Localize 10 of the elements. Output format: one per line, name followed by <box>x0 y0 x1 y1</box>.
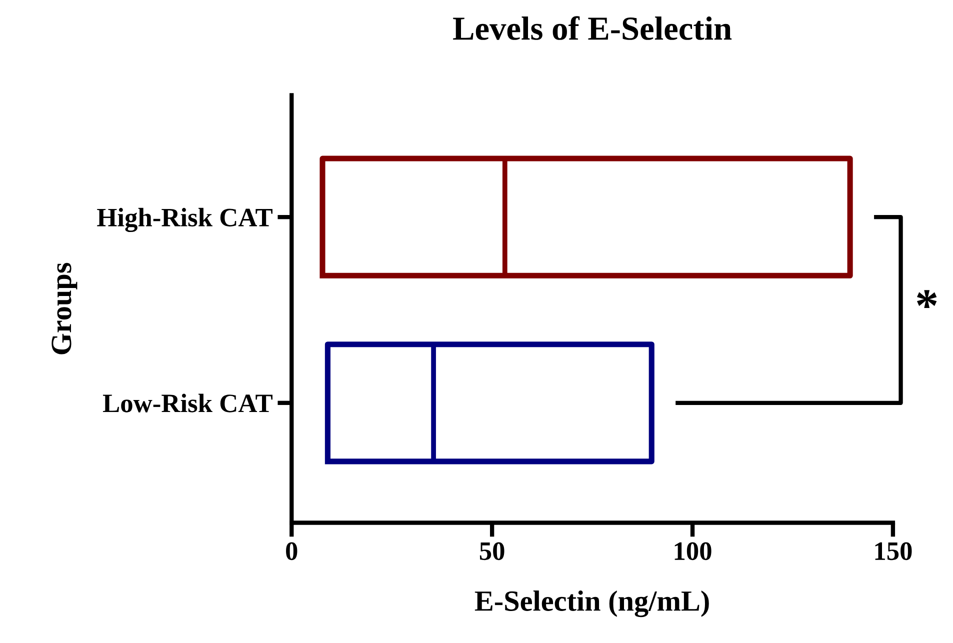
y-axis-title: Groups <box>52 262 78 354</box>
x-axis-title: E-Selectin (ng/mL) <box>474 590 709 618</box>
x-tick-label: 100 <box>674 542 712 560</box>
x-tick-label: 0 <box>286 542 298 560</box>
y-tick-label: High-Risk CAT <box>97 208 272 232</box>
x-tick-label: 150 <box>875 542 912 560</box>
y-tick-label: Low-Risk CAT <box>102 394 272 412</box>
x-tick-label: 50 <box>480 542 504 560</box>
text: * <box>916 290 937 308</box>
chart-title: Levels of E-Selectin <box>453 16 732 40</box>
